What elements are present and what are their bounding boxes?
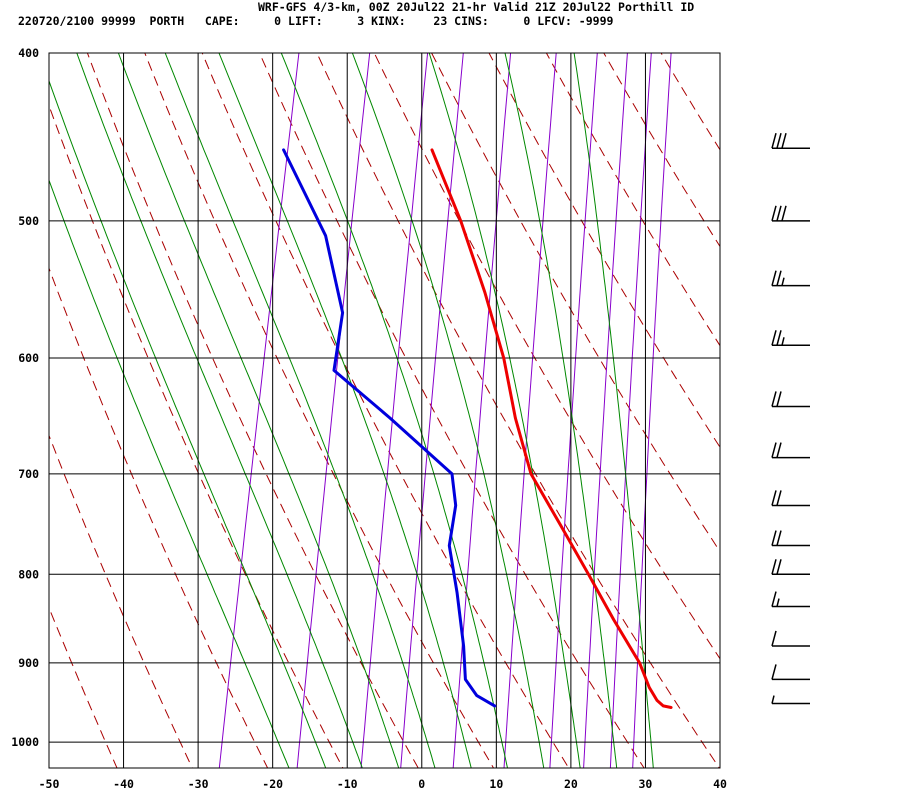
- dry-adiabat-line: [488, 53, 720, 449]
- moist-adiabat-line: [218, 53, 472, 768]
- dry-adiabat-line: [717, 53, 720, 57]
- wind-barb-full-flag: [771, 630, 777, 647]
- wind-barb-full-flag: [776, 270, 782, 286]
- mixing-ratio-line: [632, 53, 672, 768]
- temperature-profile-line: [430, 148, 673, 709]
- wind-barb-full-flag: [776, 442, 782, 458]
- wind-barb: [771, 330, 810, 347]
- wind-barb-half-flag: [781, 337, 785, 346]
- wind-barb-full-flag: [771, 133, 777, 149]
- wind-barb: [771, 559, 810, 576]
- wind-barb: [771, 270, 810, 287]
- dry-adiabat-line: [201, 53, 570, 768]
- wind-barb-full-flag: [776, 530, 782, 546]
- moist-adiabat-line: [49, 79, 327, 768]
- wind-barb: [771, 695, 810, 705]
- mixing-ratio-line: [400, 53, 464, 768]
- wind-barb-full-flag: [776, 391, 782, 407]
- x-tick-label: 10: [489, 777, 503, 791]
- wind-barb-full-flag: [776, 133, 782, 149]
- wind-barb: [771, 133, 810, 149]
- x-tick-label: 30: [639, 777, 653, 791]
- dry-adiabat-line: [857, 0, 900, 800]
- y-tick-label: 900: [18, 656, 39, 670]
- wind-barb: [771, 530, 810, 547]
- wind-barb: [771, 391, 810, 408]
- wind-barb: [771, 490, 810, 507]
- x-tick-label: -10: [337, 777, 358, 791]
- x-tick-label: 0: [418, 777, 425, 791]
- sounding-profiles: [282, 148, 673, 709]
- moist-adiabat-line: [76, 53, 363, 768]
- dry-adiabat-line: [86, 53, 419, 768]
- y-tick-label: 400: [18, 46, 39, 60]
- y-tick-label: 700: [18, 467, 39, 481]
- chart-grid: [48, 52, 721, 769]
- y-tick-label: 600: [18, 351, 39, 365]
- wind-barb-full-flag: [771, 270, 777, 286]
- wind-barb: [771, 442, 810, 459]
- dry-adiabat-line: [49, 434, 193, 768]
- dry-adiabat-line: [545, 53, 720, 347]
- wind-barb-full-flag: [776, 330, 782, 346]
- wind-barbs: [771, 133, 810, 705]
- moist-adiabat-line: [164, 53, 436, 768]
- chart-header-title: WRF-GFS 4/3-km, 00Z 20Jul22 21-hr Valid …: [258, 0, 695, 14]
- x-tick-label: -30: [188, 777, 209, 791]
- wind-barb-full-flag: [776, 559, 782, 575]
- wind-barb-half-flag: [781, 277, 785, 286]
- mixing-ratio-line: [583, 53, 628, 768]
- x-tick-label: -50: [39, 777, 60, 791]
- dry-adiabat-line: [144, 53, 495, 768]
- wind-barb-full-flag: [771, 664, 777, 680]
- wind-barb-full-flag: [776, 205, 782, 222]
- wind-barb-half-flag: [771, 695, 775, 704]
- wind-barb-full-flag: [771, 490, 777, 506]
- x-tick-label: -40: [113, 777, 134, 791]
- wind-barb-full-flag: [771, 330, 777, 346]
- wind-barb-full-flag: [781, 205, 787, 222]
- wind-barb-full-flag: [771, 559, 777, 575]
- axis-ticks: -50 -40 -30 -20 -10 0 10 20 30 40 400 500 600 700 800 9…: [11, 46, 727, 791]
- plot-frame: [48, 52, 721, 769]
- dry-adiabat-line: [316, 53, 720, 768]
- x-tick-label: 20: [564, 777, 578, 791]
- moist-adiabat-line: [351, 53, 545, 768]
- wind-barb-full-flag: [771, 391, 777, 407]
- wind-barb-half-flag: [776, 598, 780, 607]
- wind-barb-full-flag: [776, 490, 782, 506]
- wind-barb-full-flag: [771, 442, 777, 458]
- wind-barb: [771, 630, 810, 647]
- wind-barb-full-flag: [781, 133, 787, 149]
- wind-barb: [771, 664, 810, 681]
- wind-barb-full-flag: [771, 205, 777, 222]
- y-tick-label: 1000: [11, 735, 39, 749]
- moist-adiabat-line: [280, 53, 509, 768]
- wind-barb-full-flag: [771, 530, 777, 546]
- y-tick-label: 800: [18, 567, 39, 581]
- dewpoint-profile-line: [282, 148, 497, 708]
- moist-adiabat-line: [49, 178, 290, 768]
- moist-adiabat-line: [428, 53, 581, 768]
- x-tick-label: -20: [262, 777, 283, 791]
- dry-adiabat-line: [603, 53, 720, 248]
- mixing-ratio-line: [549, 53, 598, 768]
- wind-barb-full-flag: [771, 591, 777, 607]
- wind-barb: [771, 205, 810, 222]
- dry-adiabat-line: [49, 104, 344, 768]
- dry-adiabat-line: [373, 53, 720, 660]
- x-tick-label: 40: [713, 777, 727, 791]
- moist-adiabat-line: [504, 53, 618, 768]
- y-tick-label: 500: [18, 214, 39, 228]
- dry-adiabat-line: [804, 0, 900, 800]
- dry-adiabat-line: [49, 266, 269, 768]
- wind-barb: [771, 591, 810, 608]
- chart-header-indices: 220720/2100 99999 PORTH CAPE: 0 LIFT: 3 …: [18, 14, 614, 28]
- moist-adiabat-line: [573, 53, 654, 768]
- mixing-ratio-line: [452, 53, 512, 768]
- dry-adiabat-line: [49, 606, 118, 768]
